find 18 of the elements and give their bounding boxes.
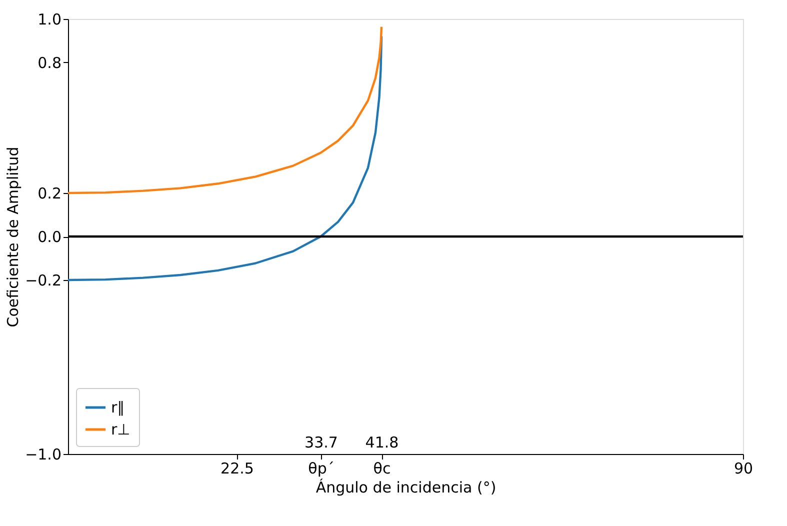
legend-label: r∥ <box>111 398 125 416</box>
y-tick-label: 1.0 <box>38 10 62 28</box>
x-tick-label: θc <box>373 460 391 478</box>
y-tick-label: −1.0 <box>25 446 62 464</box>
y-tick-label: 0.0 <box>38 228 62 246</box>
x-tick-label: 22.5 <box>220 460 254 478</box>
x-axis-title: Ángulo de incidencia (°) <box>316 478 496 496</box>
y-tick-label: 0.2 <box>38 184 62 202</box>
x-tick-label: θp´ <box>308 460 334 478</box>
line-series <box>66 35 383 282</box>
y-axis-title: Coeficiente de Amplitud <box>4 146 22 328</box>
x-tick-label: 90 <box>734 460 754 478</box>
y-tick-label: 0.8 <box>38 54 62 72</box>
x2-tick-label: 33.7 <box>304 434 338 452</box>
x2-tick-label: 41.8 <box>365 434 399 452</box>
line-series <box>66 26 383 194</box>
y-tick-label: −0.2 <box>25 272 62 290</box>
legend-label: r⊥ <box>111 420 130 438</box>
